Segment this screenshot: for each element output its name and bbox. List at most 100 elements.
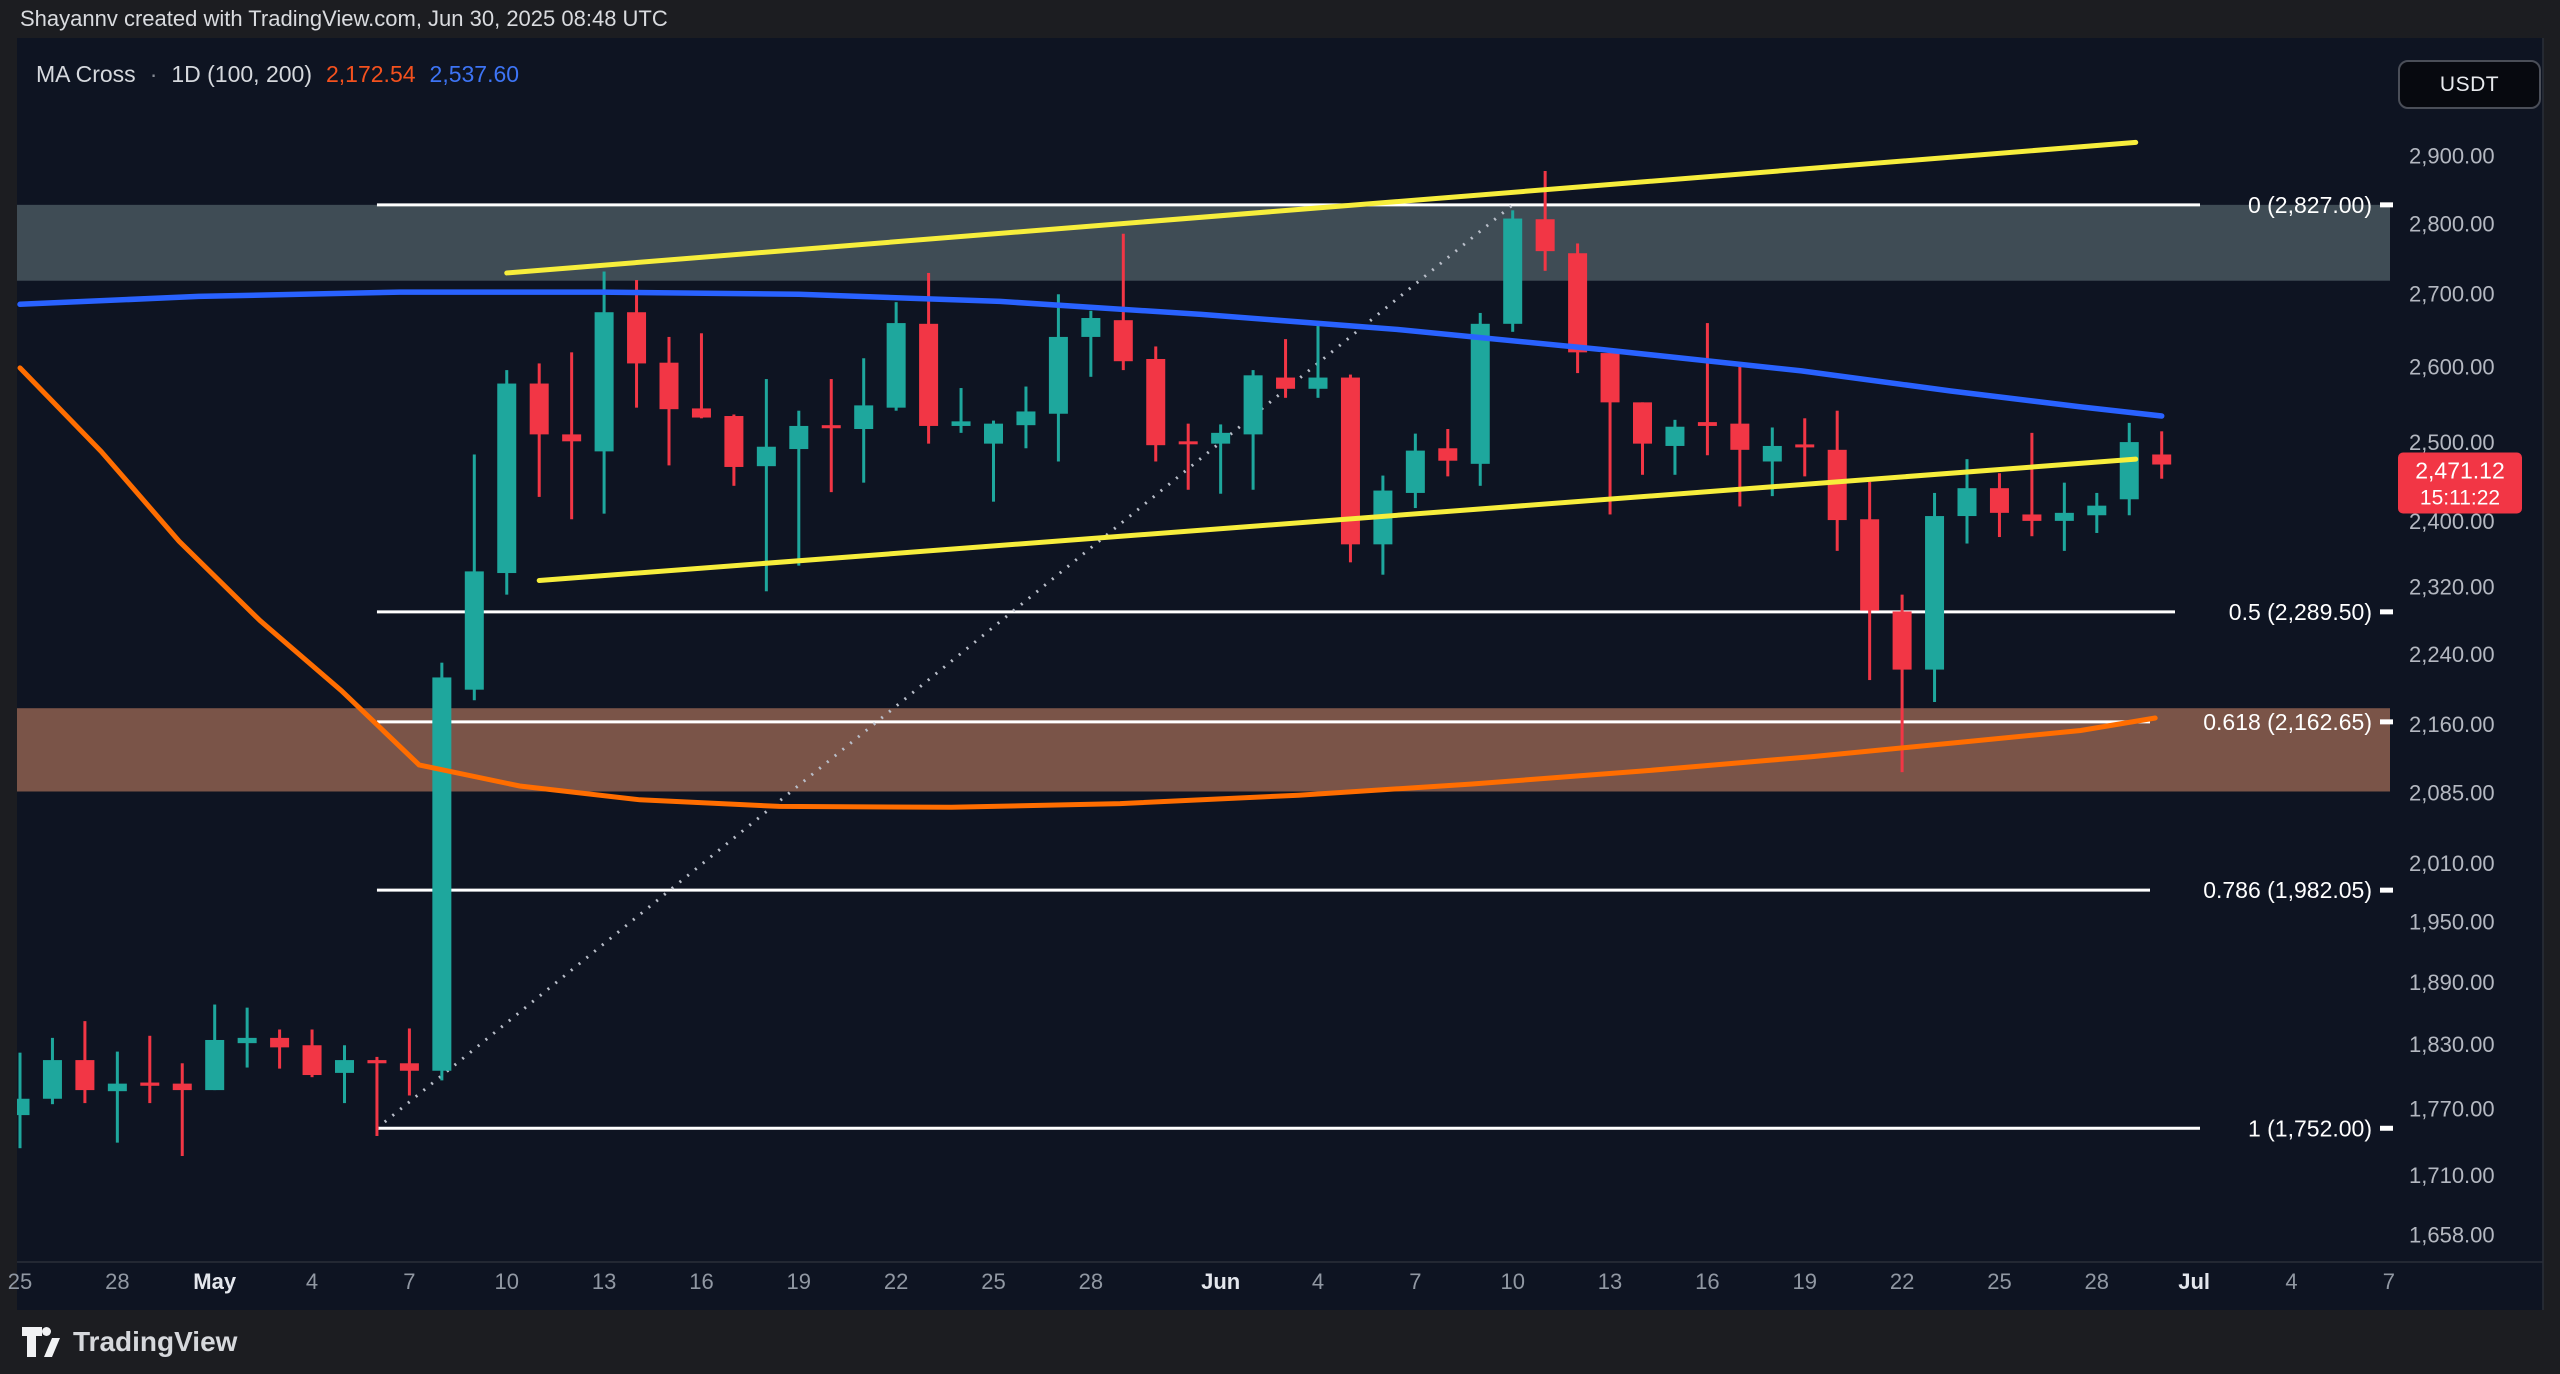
candle-wick — [1900, 594, 1904, 773]
candle — [2119, 422, 2139, 516]
candle-body — [1405, 450, 1425, 493]
fib-tick-1 — [2380, 1125, 2393, 1131]
indicator-legend[interactable]: MA Cross · 1D (100, 200) 2,172.54 2,537.… — [36, 60, 519, 88]
candle-body — [691, 408, 711, 418]
candle-body — [627, 312, 647, 364]
time-tick-label: 16 — [689, 1269, 713, 1294]
candle — [1989, 473, 2009, 538]
time-axis[interactable]: 25 28 May 4 7 10 13 16 19 22 25 28 Jun 4 7 10 13 16 19 22 25… — [8, 1269, 2395, 1294]
candle-body — [1016, 411, 1036, 426]
candle — [627, 280, 647, 408]
candle-body — [2152, 454, 2172, 465]
candle — [1892, 594, 1912, 773]
price-tick-label: 1,830.00 — [2409, 1032, 2495, 1057]
candle-body — [75, 1060, 95, 1091]
time-tick-label: 10 — [1500, 1269, 1524, 1294]
time-tick-label: 28 — [1079, 1269, 1103, 1294]
tradingview-brand-text[interactable]: TradingView — [73, 1326, 238, 1357]
candle — [2022, 432, 2042, 537]
candle-body — [1633, 402, 1652, 444]
candle — [497, 370, 517, 595]
price-tick-label: 1,658.00 — [2409, 1223, 2495, 1248]
time-tick-label: 19 — [1793, 1269, 1817, 1294]
candle-wick — [1284, 339, 1288, 398]
candle-body — [140, 1082, 160, 1086]
time-tick-label: 4 — [2285, 1269, 2297, 1294]
legend-separator: · — [149, 60, 158, 87]
candle-body — [1568, 253, 1588, 353]
candle — [1697, 323, 1717, 456]
indicator-name[interactable]: MA Cross — [36, 60, 136, 87]
time-tick-label: 25 — [981, 1269, 1005, 1294]
candle — [1665, 419, 1685, 475]
candle — [1243, 370, 1263, 490]
candle-body — [919, 323, 939, 426]
time-tick-label: 19 — [787, 1269, 811, 1294]
price-tick-label: 2,085.00 — [2409, 780, 2495, 805]
currency-toggle-button[interactable]: USDT — [2398, 60, 2541, 109]
candle-body — [1178, 441, 1198, 445]
candle-body — [562, 434, 582, 442]
candle-body — [42, 1060, 62, 1099]
candle — [1340, 374, 1360, 563]
time-tick-label: May — [193, 1269, 237, 1294]
candle-wick — [959, 388, 963, 433]
candle — [1503, 210, 1523, 332]
trendline-lower — [536, 456, 2139, 583]
time-tick-label: Jul — [2178, 1269, 2210, 1294]
fib-tick-0 — [2380, 202, 2393, 208]
fib-tick-0.786 — [2380, 887, 2393, 893]
time-tick-label: 7 — [2383, 1269, 2395, 1294]
candle-body — [1340, 377, 1360, 545]
candle — [75, 1021, 95, 1104]
candle-body — [399, 1063, 419, 1071]
candle-body — [497, 383, 517, 574]
fib-label-0.786: 0.786 (1,982.05) — [2203, 877, 2372, 903]
candle — [1016, 386, 1036, 449]
time-tick-label: 13 — [592, 1269, 616, 1294]
candle — [724, 414, 744, 486]
candle-body — [1438, 448, 1458, 461]
candle-wick — [1316, 323, 1320, 398]
indicator-params[interactable]: 1D (100, 200) — [171, 60, 312, 87]
candle-body — [1308, 377, 1328, 389]
tradingview-logo-icon[interactable] — [22, 1325, 60, 1359]
price-tick-label: 2,240.00 — [2409, 642, 2495, 667]
candle-body — [529, 383, 549, 435]
time-tick-label: 16 — [1695, 1269, 1719, 1294]
price-tick-label: 2,010.00 — [2409, 851, 2495, 876]
price-tick-label: 1,770.00 — [2409, 1097, 2495, 1122]
candle-body — [270, 1037, 290, 1048]
candle-body — [1276, 377, 1296, 389]
time-tick-label: 13 — [1598, 1269, 1622, 1294]
time-tick-label: 28 — [105, 1269, 129, 1294]
candle-body — [854, 405, 874, 430]
time-tick-label: 25 — [8, 1269, 32, 1294]
candle — [691, 333, 711, 419]
candle-wick — [1770, 427, 1774, 497]
candle — [1211, 424, 1231, 494]
candle-body — [1827, 449, 1847, 521]
fib-label-0.618: 0.618 (2,162.65) — [2203, 709, 2372, 735]
candle-body — [367, 1060, 387, 1064]
creator-title: Shayannv created with TradingView.com, J… — [0, 0, 2560, 38]
candle-wick — [829, 379, 833, 493]
candle-body — [2054, 512, 2074, 521]
time-tick-label: 7 — [1409, 1269, 1421, 1294]
candle-wick — [1121, 233, 1125, 371]
creator-title-text: Shayannv created with TradingView.com, J… — [20, 6, 668, 31]
price-tick-label: 1,950.00 — [2409, 910, 2495, 935]
candle — [951, 388, 971, 433]
candle-body — [205, 1039, 225, 1091]
candle-body — [107, 1083, 127, 1092]
candle — [854, 358, 874, 483]
candle-body — [1957, 488, 1977, 517]
candle — [1276, 339, 1296, 398]
candle-body — [1697, 422, 1717, 426]
candles-group — [17, 171, 2172, 1157]
candle-wick — [407, 1028, 411, 1096]
candle — [1113, 233, 1133, 371]
candle — [1762, 427, 1782, 497]
candle-body — [1730, 423, 1750, 450]
